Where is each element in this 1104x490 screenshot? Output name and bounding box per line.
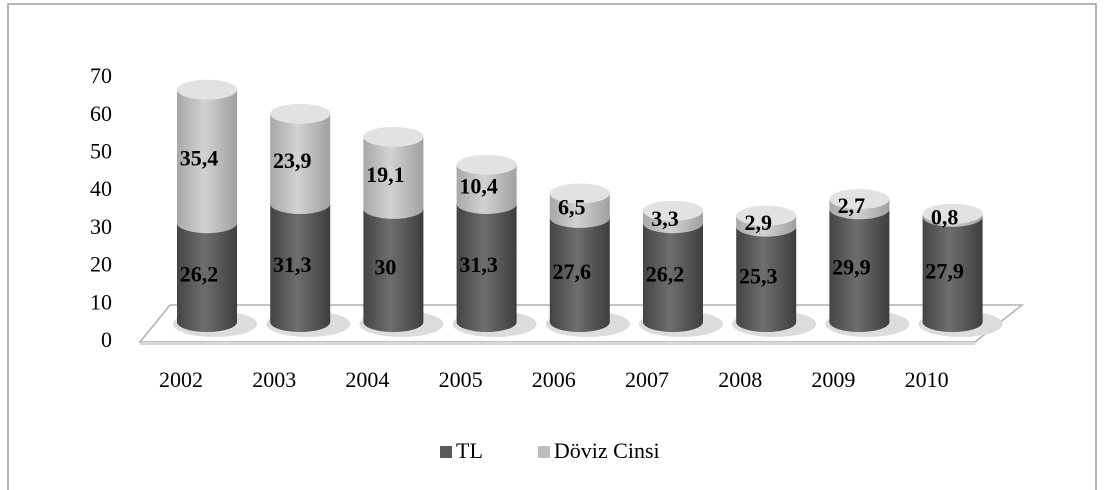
y-tick-label: 60 bbox=[90, 101, 112, 126]
cylinder-segment bbox=[456, 203, 517, 332]
data-label: 30 bbox=[374, 254, 396, 279]
cylinder-top bbox=[829, 189, 890, 210]
cylinder-segment bbox=[177, 223, 237, 332]
cylinder-top bbox=[549, 183, 610, 204]
cylinder-top bbox=[363, 126, 424, 147]
data-label: 29,9 bbox=[832, 255, 871, 280]
x-tick-label: 2010 bbox=[905, 367, 949, 392]
cylinder-segment bbox=[829, 209, 890, 332]
x-tick-label: 2002 bbox=[159, 367, 203, 392]
legend-label: Döviz Cinsi bbox=[554, 438, 660, 463]
y-tick-label: 30 bbox=[90, 214, 112, 239]
data-label: 6,5 bbox=[558, 195, 586, 220]
x-tick-label: 2006 bbox=[532, 367, 576, 392]
cylinder-top bbox=[177, 79, 237, 100]
x-tick-label: 2004 bbox=[345, 367, 389, 392]
cylinder-top bbox=[270, 103, 331, 124]
cylinder-segment bbox=[363, 208, 424, 332]
cylinder-segment bbox=[270, 113, 331, 214]
y-tick-label: 20 bbox=[90, 252, 112, 277]
cylinder-segment bbox=[456, 164, 517, 214]
cylinder-top bbox=[643, 200, 703, 221]
y-tick-label: 70 bbox=[90, 63, 112, 88]
cylinder-segment bbox=[270, 203, 331, 332]
cylinder-segment bbox=[177, 89, 238, 234]
x-tick-label: 2008 bbox=[718, 367, 762, 392]
x-tick-label: 2007 bbox=[625, 367, 669, 392]
y-tick-label: 0 bbox=[101, 327, 112, 352]
legend-label: TL bbox=[456, 438, 483, 463]
data-label: 2,7 bbox=[838, 193, 866, 218]
data-label: 27,6 bbox=[553, 259, 592, 284]
cylinder-segment bbox=[643, 223, 703, 332]
x-tick-label: 2009 bbox=[811, 367, 855, 392]
data-label: 25,3 bbox=[739, 263, 778, 288]
cylinder-segment bbox=[363, 136, 424, 219]
data-label: 26,2 bbox=[646, 262, 685, 287]
y-tick-label: 40 bbox=[90, 176, 112, 201]
data-label: 31,3 bbox=[273, 252, 312, 277]
x-tick-label: 2003 bbox=[252, 367, 296, 392]
data-label: 26,2 bbox=[180, 262, 219, 287]
x-tick-label: 2005 bbox=[439, 367, 483, 392]
cylinder-top bbox=[922, 203, 983, 224]
cylinder-segment bbox=[736, 226, 797, 332]
data-label: 31,3 bbox=[459, 252, 498, 277]
data-label: 0,8 bbox=[931, 204, 959, 229]
data-label: 35,4 bbox=[180, 145, 219, 170]
data-label: 10,4 bbox=[459, 173, 498, 198]
data-label: 23,9 bbox=[273, 148, 312, 173]
floor-edge bbox=[140, 342, 975, 345]
data-label: 19,1 bbox=[366, 162, 405, 187]
cylinder-top bbox=[736, 205, 797, 226]
data-label: 27,9 bbox=[925, 258, 964, 283]
legend-swatch bbox=[537, 446, 550, 458]
y-tick-label: 10 bbox=[90, 289, 112, 314]
y-tick-label: 50 bbox=[90, 138, 112, 163]
data-label: 2,9 bbox=[744, 210, 772, 235]
data-label: 3,3 bbox=[651, 206, 679, 231]
cylinder-segment bbox=[922, 216, 983, 332]
legend-swatch bbox=[440, 446, 452, 458]
cylinder-top bbox=[456, 154, 517, 175]
cylinder-segment bbox=[549, 217, 610, 332]
